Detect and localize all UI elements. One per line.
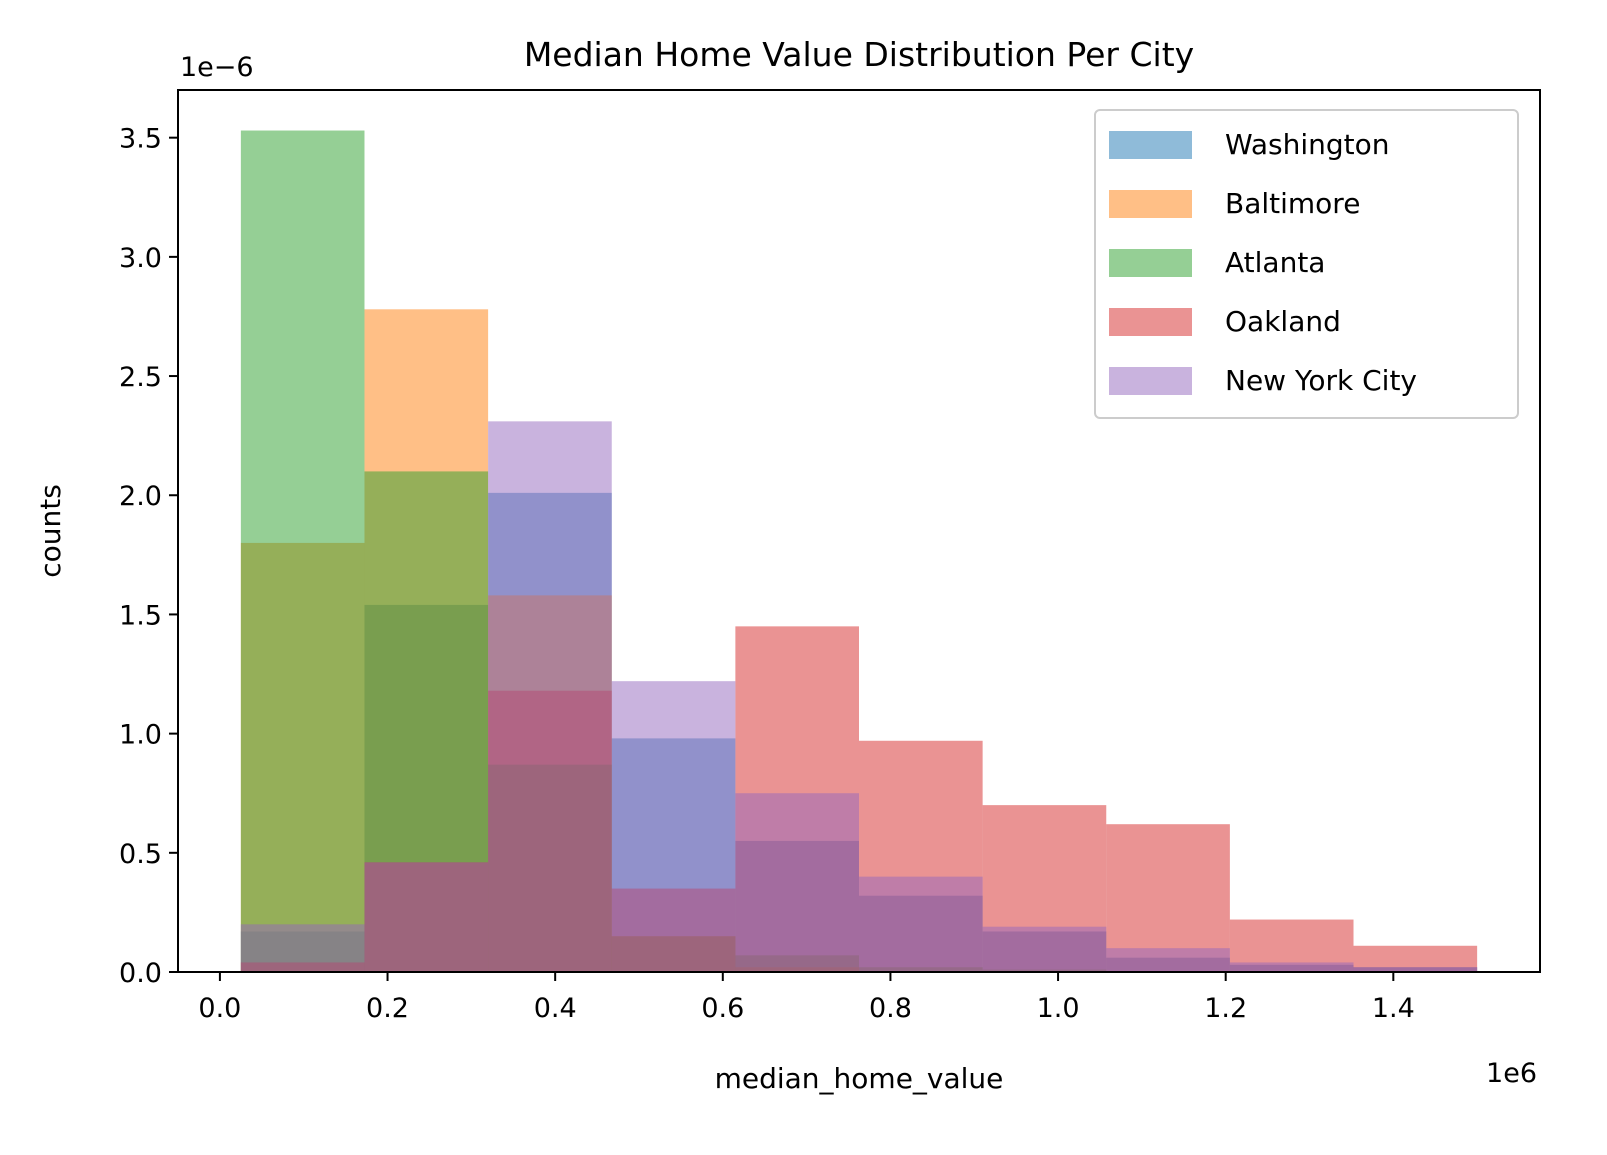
legend-swatch-baltimore xyxy=(1109,190,1192,218)
x-tick-label: 0.6 xyxy=(701,993,744,1024)
legend-box xyxy=(1094,109,1519,419)
bar-new-york-city-bin-1 xyxy=(364,862,489,972)
legend-label-new-york-city: New York City xyxy=(1225,364,1417,397)
bar-new-york-city-bin-9 xyxy=(1353,967,1478,972)
y-axis: 0.0 0.5 1.0 1.5 2.0 2.5 3.0 3.5 xyxy=(119,124,178,989)
x-tick-label: 0.0 xyxy=(198,993,241,1024)
x-tick-label: 1.0 xyxy=(1037,993,1080,1024)
bar-new-york-city-bin-3 xyxy=(611,681,736,972)
chart-title: Median Home Value Distribution Per City xyxy=(524,35,1194,74)
y-tick-label: 0.0 xyxy=(119,958,162,989)
bar-atlanta-bin-0 xyxy=(240,130,365,973)
y-tick-label: 1.0 xyxy=(119,720,162,751)
legend-swatch-atlanta xyxy=(1109,249,1192,277)
y-offset-text: 1e−6 xyxy=(180,52,254,83)
y-tick-label: 0.5 xyxy=(119,839,162,870)
plot-frame xyxy=(177,89,1541,973)
bar-new-york-city-bin-4 xyxy=(735,793,859,972)
y-tick-label: 2.0 xyxy=(119,481,162,512)
legend-label-atlanta: Atlanta xyxy=(1225,246,1325,279)
x-axis: 0.0 0.2 0.4 0.6 0.8 1.0 1.2 1.4 xyxy=(198,972,1415,1024)
x-tick-label: 0.4 xyxy=(534,993,577,1024)
x-axis-label: median_home_value xyxy=(715,1062,1004,1095)
bar-oakland-bin-7 xyxy=(1106,824,1230,972)
legend-label-baltimore: Baltimore xyxy=(1225,187,1360,220)
legend-swatch-new-york-city xyxy=(1109,367,1192,395)
legend-swatch-oakland xyxy=(1109,308,1192,336)
x-offset-text: 1e6 xyxy=(1486,1058,1537,1089)
bar-new-york-city-bin-8 xyxy=(1229,962,1354,972)
legend-label-oakland: Oakland xyxy=(1225,305,1341,338)
bar-new-york-city-bin-2 xyxy=(488,421,612,972)
x-tick-label: 1.2 xyxy=(1204,993,1247,1024)
bar-new-york-city-bin-7 xyxy=(1106,948,1230,972)
x-tick-label: 1.4 xyxy=(1372,993,1415,1024)
bar-new-york-city-bin-6 xyxy=(982,926,1107,972)
legend-swatch-washington xyxy=(1109,131,1192,159)
x-tick-label: 0.2 xyxy=(366,993,409,1024)
bar-new-york-city-bin-0 xyxy=(240,924,365,972)
legend-label-washington: Washington xyxy=(1225,128,1390,161)
y-tick-label: 3.0 xyxy=(119,243,162,274)
histogram-bars xyxy=(240,130,1478,973)
y-tick-label: 1.5 xyxy=(119,600,162,631)
legend: Washington Baltimore Atlanta Oakland New Yor… xyxy=(1094,109,1519,419)
y-axis-label: counts xyxy=(34,484,67,578)
y-tick-label: 2.5 xyxy=(119,362,162,393)
bar-new-york-city-bin-5 xyxy=(859,876,983,972)
y-tick-label: 3.5 xyxy=(119,124,162,155)
x-tick-label: 0.8 xyxy=(869,993,912,1024)
